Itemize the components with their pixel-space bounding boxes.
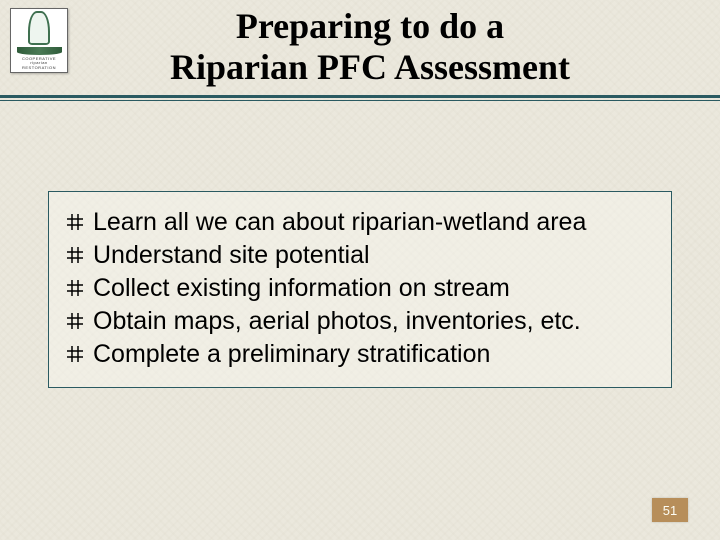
list-item-text: Complete a preliminary stratification [93, 338, 490, 371]
page-number: 51 [663, 503, 677, 518]
list-item: Learn all we can about riparian-wetland … [67, 206, 653, 239]
content-box: Learn all we can about riparian-wetland … [48, 191, 672, 388]
grid-bullet-icon [67, 280, 83, 296]
logo-grass-base [17, 47, 62, 55]
grid-bullet-icon [67, 214, 83, 230]
horizontal-rule [0, 95, 720, 101]
list-item: Collect existing information on stream [67, 272, 653, 305]
logo-text: COOPERATIVE riparian RESTORATION [22, 57, 56, 70]
logo-badge: COOPERATIVE riparian RESTORATION [10, 8, 68, 73]
grid-bullet-icon [67, 346, 83, 362]
list-item-text: Collect existing information on stream [93, 272, 510, 305]
list-item-text: Obtain maps, aerial photos, inventories,… [93, 305, 581, 338]
list-item: Obtain maps, aerial photos, inventories,… [67, 305, 653, 338]
logo-line3: RESTORATION [22, 65, 56, 70]
list-item: Understand site potential [67, 239, 653, 272]
title-line1: Preparing to do a [236, 6, 504, 46]
list-item-text: Understand site potential [93, 239, 370, 272]
logo-idaho-shape [28, 11, 50, 45]
list-item: Complete a preliminary stratification [67, 338, 653, 371]
title-line2: Riparian PFC Assessment [170, 47, 570, 87]
page-number-badge: 51 [652, 498, 688, 522]
slide-title: Preparing to do a Riparian PFC Assessmen… [0, 0, 720, 99]
list-item-text: Learn all we can about riparian-wetland … [93, 206, 586, 239]
grid-bullet-icon [67, 247, 83, 263]
grid-bullet-icon [67, 313, 83, 329]
